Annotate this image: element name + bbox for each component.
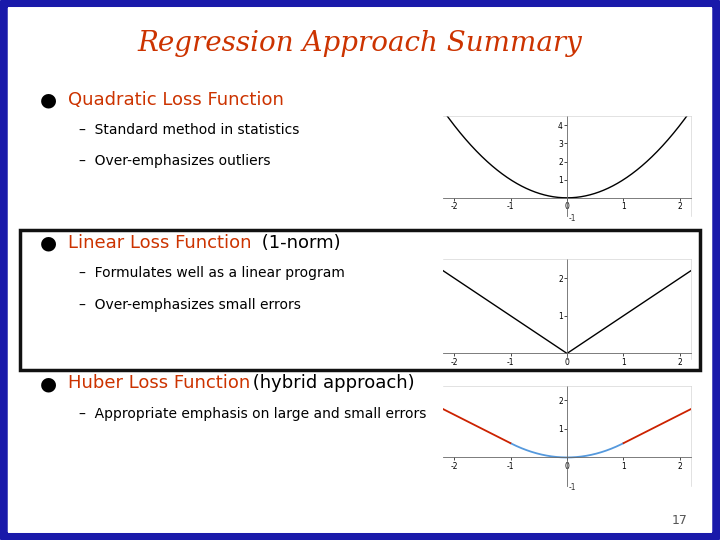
Text: –  Appropriate emphasis on large and small errors: – Appropriate emphasis on large and smal…	[79, 407, 426, 421]
Text: Linear Loss Function: Linear Loss Function	[68, 234, 252, 252]
Text: 17: 17	[672, 514, 688, 526]
Text: -1: -1	[568, 214, 575, 223]
Text: ●: ●	[40, 374, 57, 393]
Text: (1-norm): (1-norm)	[256, 234, 341, 252]
Text: –  Over-emphasizes small errors: – Over-emphasizes small errors	[79, 298, 301, 312]
Text: Huber Loss Function: Huber Loss Function	[68, 374, 251, 392]
Text: –  Standard method in statistics: – Standard method in statistics	[79, 123, 300, 137]
Text: -1: -1	[568, 483, 575, 492]
Text: ●: ●	[40, 234, 57, 253]
Text: Regression Approach Summary: Regression Approach Summary	[138, 30, 582, 57]
Text: (hybrid approach): (hybrid approach)	[247, 374, 415, 392]
Text: Quadratic Loss Function: Quadratic Loss Function	[68, 91, 284, 109]
Text: –  Formulates well as a linear program: – Formulates well as a linear program	[79, 266, 345, 280]
Text: ●: ●	[40, 91, 57, 110]
Text: –  Over-emphasizes outliers: – Over-emphasizes outliers	[79, 154, 271, 168]
